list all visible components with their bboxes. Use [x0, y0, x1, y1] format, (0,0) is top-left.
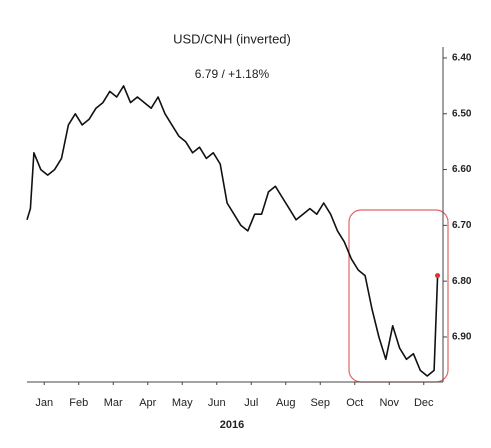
x-tick-label: Nov — [379, 397, 399, 409]
x-tick-label: May — [172, 397, 193, 409]
x-tick-label: Dec — [414, 397, 434, 409]
x-tick-label: Apr — [139, 397, 156, 409]
annotation: 6.79 / +1.18% — [195, 67, 270, 81]
x-tick-label: Feb — [69, 397, 88, 409]
last-point — [435, 273, 441, 279]
y-tick-label: 6.60 — [452, 164, 472, 175]
line — [26, 85, 439, 377]
x-tick-label: Mar — [104, 397, 123, 409]
y-tick-label: 6.90 — [452, 332, 472, 343]
x-tick-label: Oct — [346, 397, 363, 409]
x-tick-label: Sep — [310, 397, 330, 409]
chart-title: USD/CNH (inverted) — [173, 31, 291, 46]
x-tick-label: Jun — [208, 397, 226, 409]
y-tick-label: 6.40 — [452, 53, 472, 64]
x-tick-label: Jan — [35, 397, 53, 409]
x-tick-label: Jul — [244, 397, 258, 409]
highlight-box — [348, 209, 449, 383]
x-tick-label: Aug — [276, 397, 296, 409]
x-axis-label: 2016 — [220, 419, 244, 431]
y-tick-label: 6.50 — [452, 108, 472, 119]
y-tick-label: 6.70 — [452, 220, 472, 231]
y-tick-label: 6.80 — [452, 276, 472, 287]
